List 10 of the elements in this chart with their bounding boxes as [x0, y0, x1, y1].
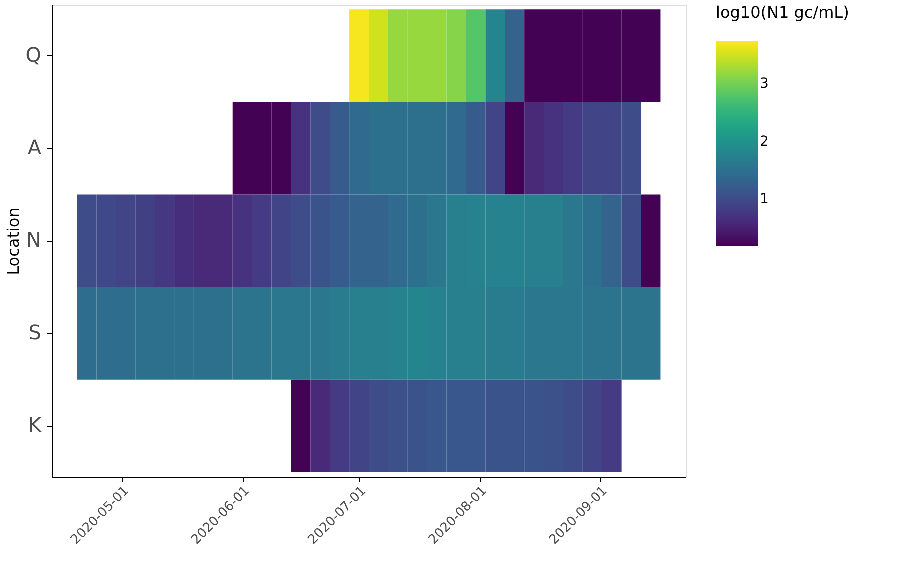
color-bar-label: 2: [760, 134, 769, 150]
y-tick-label: A: [28, 135, 42, 160]
y-tick-label: K: [28, 413, 42, 438]
color-bar-label: 3: [760, 76, 769, 92]
color-bar-title: log10(N1 gc/mL): [716, 3, 850, 22]
y-tick-label: Q: [26, 42, 42, 67]
color-bar-label: 1: [760, 191, 769, 208]
y-tick-label: N: [26, 228, 42, 252]
y-tick-label: S: [28, 320, 42, 345]
y-axis-title: Location: [4, 208, 23, 276]
